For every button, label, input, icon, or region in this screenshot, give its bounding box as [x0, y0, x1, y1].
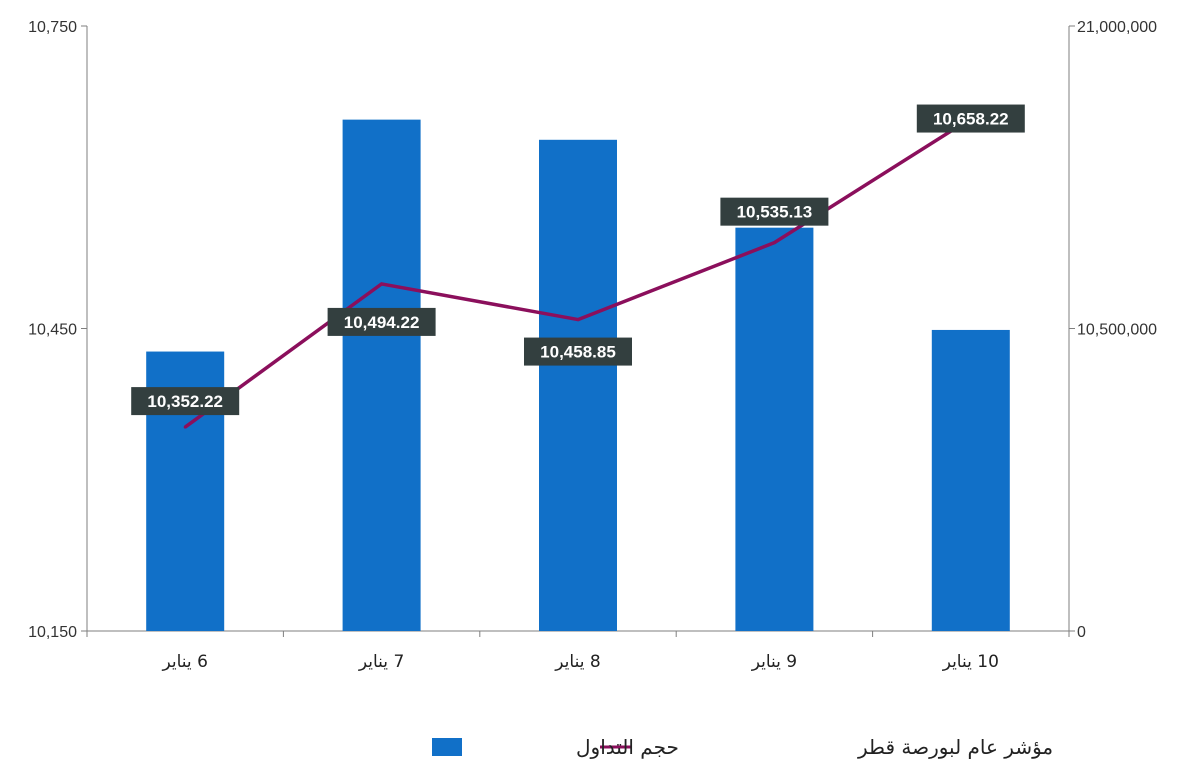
data-label: 10,658.22	[933, 110, 1009, 129]
legend-bar-label: حجم التداول	[576, 735, 679, 759]
left-tick-label: 10,150	[28, 624, 77, 641]
x-tick-label: 6 يناير	[162, 652, 208, 672]
data-label-box	[916, 104, 1025, 133]
right-tick-label: 0	[1077, 624, 1086, 641]
right-axis-ticks: 0 10,500,000 21,000,000	[1069, 19, 1157, 641]
left-tick-label: 10,750	[28, 19, 77, 36]
data-label: 10,535.13	[737, 203, 813, 222]
x-tick-label: 10 يناير	[942, 652, 999, 672]
x-tick-label: 8 يناير	[554, 652, 600, 672]
x-tick-label: 9 يناير	[751, 652, 797, 672]
bar	[735, 227, 814, 631]
left-axis-ticks: 10,150 10,450 10,750	[28, 19, 87, 641]
right-tick-label: 21,000,000	[1077, 19, 1157, 36]
data-label-box	[131, 387, 240, 416]
x-tick-label: 7 يناير	[358, 652, 404, 672]
legend: مؤشر عام لبورصة قطر حجم التداول	[432, 735, 1053, 759]
data-label-box	[327, 307, 436, 336]
bar	[931, 329, 1010, 631]
data-label-box	[720, 197, 829, 226]
data-label: 10,352.22	[147, 392, 223, 411]
legend-line-label: مؤشر عام لبورصة قطر	[857, 735, 1053, 759]
right-tick-label: 10,500,000	[1077, 322, 1157, 339]
line-point	[576, 318, 580, 322]
data-labels: 10,352.22 10,494.22 10,458.85 10,535.13 10,6…	[131, 104, 1025, 416]
data-label-box	[524, 337, 632, 366]
bar	[539, 139, 617, 632]
line-point	[772, 241, 776, 245]
left-tick-label: 10,450	[28, 322, 77, 339]
data-label: 10,494.22	[344, 313, 420, 332]
line-point	[380, 282, 384, 286]
x-axis-ticks: 6 يناير 7 يناير 8 يناير 9 يناير 10 يناير	[86, 631, 1070, 672]
legend-bar-swatch	[432, 738, 462, 756]
line-point	[183, 425, 187, 429]
data-label: 10,458.85	[540, 343, 616, 362]
bar	[342, 119, 421, 631]
bar-series	[146, 119, 1010, 632]
